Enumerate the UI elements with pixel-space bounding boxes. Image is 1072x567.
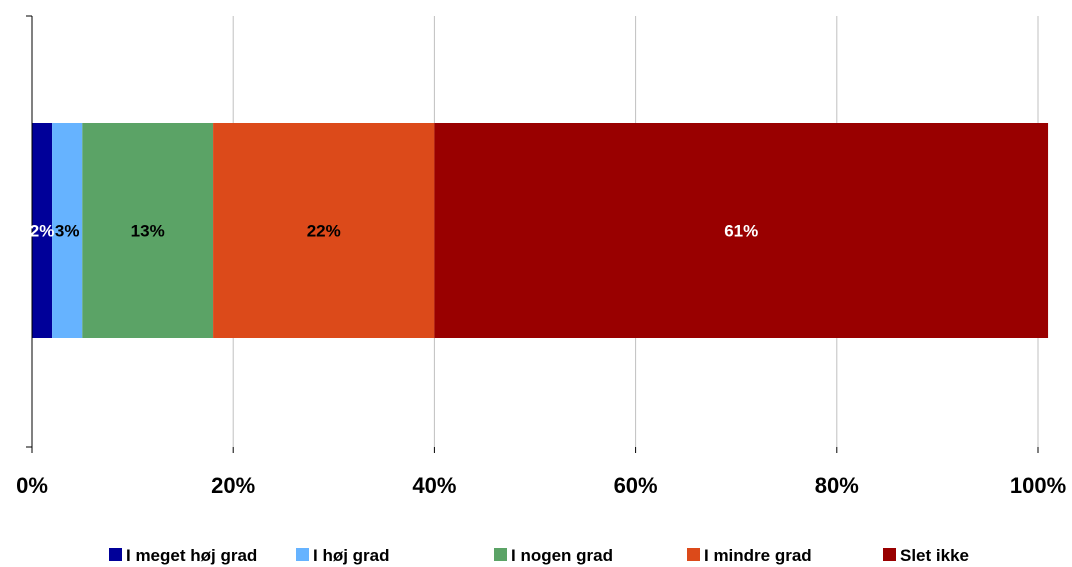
data-label: 61% [724,222,758,241]
data-label: 22% [307,222,341,241]
x-tick-label: 60% [614,473,658,498]
data-label: 3% [55,222,80,241]
legend-label: I nogen grad [511,546,613,565]
legend-label: I mindre grad [704,546,812,565]
legend-label: Slet ikke [900,546,969,565]
bar-segment [213,123,435,338]
bar-segment [52,123,83,338]
x-tick-label: 40% [412,473,456,498]
data-label: 2% [30,222,55,241]
axes [26,15,1039,453]
legend-swatch [687,548,700,561]
bar-segments [32,123,1049,338]
data-label: 13% [131,222,165,241]
data-labels: 2% 3% 13% 22% 61% [30,222,758,241]
legend-swatch [494,548,507,561]
x-tick-label: 80% [815,473,859,498]
bar-segment [434,123,1049,338]
x-tick-label: 100% [1010,473,1066,498]
legend-swatch [883,548,896,561]
bar-segment [32,123,53,338]
bar-segment [82,123,214,338]
legend-swatch [296,548,309,561]
legend: I meget høj grad I høj grad I nogen grad I … [109,546,969,565]
legend-label: I meget høj grad [126,546,257,565]
x-tick-label: 0% [16,473,48,498]
x-tick-labels: 0% 20% 40% 60% 80% 100% [16,473,1066,498]
legend-label: I høj grad [313,546,390,565]
x-tick-label: 20% [211,473,255,498]
legend-swatch [109,548,122,561]
